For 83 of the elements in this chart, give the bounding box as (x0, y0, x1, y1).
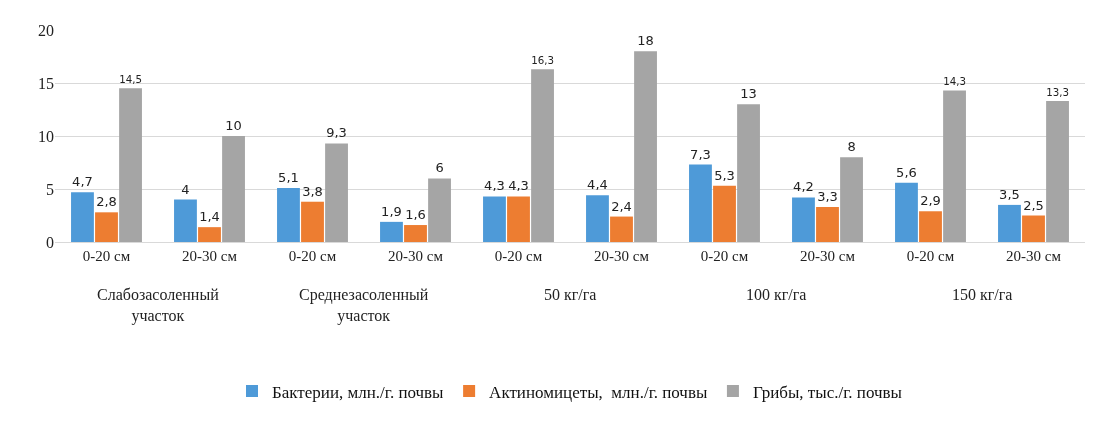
data-label: 3,3 (817, 189, 838, 205)
data-label: 2,4 (611, 198, 632, 214)
bar (95, 212, 118, 242)
data-label: 4,3 (508, 178, 529, 194)
legend-label: Бактерии, млн./г. почвы (272, 382, 445, 402)
bar (919, 211, 942, 242)
data-label: 16,3 (531, 53, 554, 66)
bar (689, 164, 712, 242)
data-label: 2,8 (96, 194, 117, 210)
bar (428, 178, 451, 242)
bar (531, 69, 554, 242)
data-label: 4 (181, 181, 190, 197)
text: Среднезасоленный участок (299, 286, 429, 325)
bar (586, 195, 609, 242)
bar (277, 187, 300, 242)
data-label: 1,9 (381, 203, 402, 219)
y-tick-label: 10 (38, 127, 54, 145)
data-label: 3,5 (999, 186, 1020, 202)
bar (713, 185, 736, 242)
bar (943, 90, 966, 242)
bar (301, 201, 324, 242)
legend-label: Грибы, тыс./г. почвы (752, 382, 903, 402)
data-label: 4,4 (587, 177, 608, 193)
x-tick-label: 20-30 см (1006, 248, 1062, 264)
text: 150 кг/га (952, 286, 1013, 303)
text: Слабозасоленный участок (97, 286, 220, 325)
bar (634, 51, 657, 242)
data-label: 14,3 (943, 75, 966, 88)
bar (737, 104, 760, 242)
x-tick-label: 0-20 см (288, 248, 337, 264)
data-label: 1,4 (199, 209, 220, 225)
x-tick-label: 0-20 см (906, 248, 955, 264)
bar (816, 207, 839, 242)
x-tick-label: 20-30 см (182, 248, 238, 264)
data-label: 2,5 (1023, 197, 1044, 213)
bar (840, 157, 863, 242)
x-tick-label: 0-20 см (82, 248, 131, 264)
data-label: 1,6 (405, 207, 426, 223)
bar (507, 196, 530, 242)
y-tick-label: 5 (46, 180, 54, 198)
bar (792, 197, 815, 242)
bar (1022, 215, 1045, 242)
bar (998, 204, 1021, 242)
bar (174, 199, 197, 242)
x-tick-label: 0-20 см (700, 248, 749, 264)
text: 50 кг/га (544, 286, 597, 303)
data-label: 13 (740, 86, 757, 102)
data-label: 8 (847, 139, 856, 155)
bar (610, 216, 633, 242)
y-tick-label: 0 (46, 233, 54, 251)
y-tick-label: 15 (38, 74, 54, 92)
data-label: 10 (225, 118, 242, 133)
data-label: 5,3 (714, 167, 735, 183)
text: 100 кг/га (746, 286, 807, 303)
bar (380, 221, 403, 242)
data-label: 4,2 (793, 179, 814, 195)
bar (404, 225, 427, 242)
data-label: 2,9 (920, 193, 941, 209)
bar (198, 227, 221, 242)
y-tick-label: 20 (38, 21, 54, 39)
bar (71, 192, 94, 242)
data-label: 5,6 (896, 164, 917, 180)
bar (1046, 101, 1069, 242)
data-label: 5,1 (278, 169, 299, 185)
bar (325, 143, 348, 242)
x-tick-label: 20-30 см (388, 248, 444, 264)
x-tick-label: 0-20 см (494, 248, 543, 264)
data-label: 9,3 (326, 125, 347, 141)
bar (895, 182, 918, 242)
data-label: 3,8 (302, 183, 323, 199)
x-tick-label: 20-30 см (594, 248, 650, 264)
data-label: 18 (637, 33, 654, 49)
x-tick-label: 20-30 см (800, 248, 856, 264)
data-label: 6 (435, 160, 444, 176)
legend-label: Актиномицеты, млн./г. почвы (489, 382, 708, 402)
data-label: 14,5 (119, 72, 142, 85)
data-label: 4,7 (72, 174, 93, 190)
data-label: 13,3 (1046, 85, 1069, 98)
data-label: 4,3 (484, 178, 505, 194)
data-label: 7,3 (690, 146, 711, 162)
bar (222, 136, 245, 242)
bar (119, 88, 142, 242)
bar (483, 196, 506, 242)
